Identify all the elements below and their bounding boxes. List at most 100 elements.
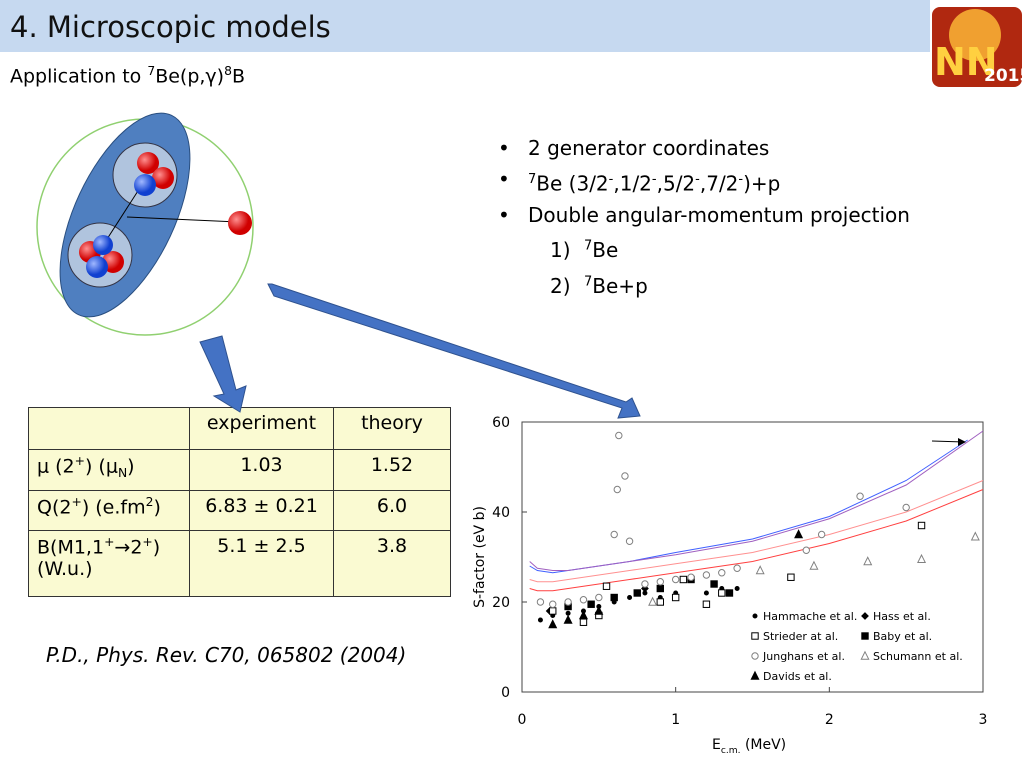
slide-title: 4. Microscopic models	[10, 10, 331, 44]
x-tick-label: 2	[825, 712, 834, 728]
y-tick-label: 20	[492, 595, 510, 611]
nucleus-diagram	[36, 112, 254, 336]
sub-item: 1) 7Be	[498, 231, 910, 267]
marker	[615, 431, 623, 440]
legend-label: Junghans et al.	[762, 650, 845, 663]
text-run: )	[153, 496, 161, 519]
text-run: ) (μ	[84, 455, 118, 478]
marker	[671, 593, 680, 602]
bullet: 7Be (3/2-,1/2-,5/2-,7/2-)+p	[498, 164, 910, 200]
legend-marker	[861, 612, 869, 620]
theory-curve	[529, 480, 984, 583]
logo-year: 2015	[984, 66, 1024, 86]
row-label: B(M1,1+→2+) (W.u.)	[28, 530, 190, 597]
proton	[228, 211, 252, 235]
legend-marker	[860, 650, 870, 660]
marker	[702, 571, 711, 579]
y-tick-label: 60	[492, 415, 510, 431]
logo: NN 2015	[932, 7, 1024, 87]
text-run: -	[651, 172, 657, 187]
marker	[625, 537, 634, 545]
text-run: ,1/2	[613, 171, 652, 196]
marker	[594, 605, 604, 615]
text-run: B(M1,1	[37, 536, 105, 559]
table-header: theory	[333, 407, 451, 450]
proton	[152, 167, 174, 189]
table-row: μ (2+) (μN) 1.03 1.52	[28, 449, 451, 491]
citation: P.D., Phys. Rev. C70, 065802 (2004)	[46, 643, 407, 667]
coordinate-line	[126, 216, 239, 223]
text-run: 7	[584, 274, 593, 290]
marker	[917, 521, 926, 530]
marker	[902, 503, 910, 512]
bullet-list: 2 generator coordinates 7Be (3/2-,1/2-,5…	[498, 133, 910, 302]
table-cell: 6.83 ± 0.21	[189, 490, 334, 531]
marker	[787, 573, 795, 581]
text-run: 2	[145, 495, 154, 509]
marker	[970, 531, 980, 541]
legend-label: Davids et al.	[763, 670, 832, 683]
marker	[710, 580, 718, 588]
text-run: )	[127, 455, 135, 478]
marker	[917, 553, 927, 563]
legend-label: Baby et al.	[873, 630, 932, 643]
marker	[641, 580, 649, 588]
marker	[794, 529, 804, 539]
marker	[613, 485, 621, 494]
legend-label: Hass et al.	[873, 610, 931, 623]
marker	[679, 575, 688, 584]
y-axis-label: S-factor (eV b)	[472, 506, 488, 608]
text-run: -	[695, 172, 700, 187]
table-wrap: experiment theory μ (2+) (μN) 1.03 1.52 Q(2…	[28, 407, 451, 597]
bullet: 2 generator coordinates	[498, 133, 910, 164]
text-run: 2 generator coordinates	[528, 136, 770, 160]
marker	[621, 472, 629, 480]
legend-label: Schumann et al.	[873, 650, 963, 663]
marker	[537, 617, 543, 623]
chart: 0 20 40 60 0 1 2 3 S-factor (eV b) Hammache et al…	[472, 415, 987, 728]
text-run: Be (3/2	[536, 171, 609, 196]
marker	[671, 575, 680, 584]
bullet: Double angular-momentum projection	[498, 200, 910, 231]
legend-marker	[751, 652, 759, 660]
marker	[802, 546, 810, 554]
text-run: )+p	[743, 171, 781, 196]
text-run: 7	[147, 64, 156, 78]
marker	[536, 598, 545, 606]
sub-item: 2) 7Be+p	[498, 266, 910, 302]
subtitle: Application to 7Be(p,γ)8B	[10, 64, 245, 87]
legend-marker	[752, 613, 758, 619]
marker	[809, 560, 819, 570]
neutron	[93, 235, 113, 255]
marker	[627, 595, 633, 600]
table-row: experiment theory	[28, 407, 451, 450]
text-run: 7	[584, 238, 593, 254]
text-run: ) (W.u.)	[37, 536, 161, 581]
text-run: B	[231, 65, 245, 88]
table-cell: 3.8	[333, 530, 451, 597]
text-run: ,7/2	[699, 171, 739, 196]
text-run: Application to	[10, 65, 148, 88]
marker	[602, 582, 611, 590]
marker	[587, 600, 595, 608]
marker	[718, 589, 726, 597]
neutron	[86, 256, 108, 278]
table-row: Q(2+) (e.fm2) 6.83 ± 0.21 6.0	[28, 490, 451, 531]
plot-frame	[521, 421, 984, 693]
x-tick-label: 0	[518, 712, 527, 728]
marker	[579, 618, 588, 626]
text-run: Be	[592, 238, 619, 263]
data-table: experiment theory μ (2+) (μN) 1.03 1.52 Q(2…	[28, 407, 451, 597]
neutron	[134, 174, 156, 196]
marker	[718, 569, 726, 577]
text-run: +	[74, 454, 85, 468]
x-tick-label: 1	[671, 712, 680, 728]
theory-curve	[529, 430, 984, 571]
marker	[564, 598, 572, 606]
legend-label: Strieder at al.	[763, 630, 838, 643]
x-axis-label: Ec.m. (MeV)	[712, 737, 786, 756]
marker	[702, 600, 711, 608]
text-run: ,5/2	[656, 171, 696, 196]
marker	[856, 492, 864, 500]
text-run: +	[71, 495, 82, 509]
